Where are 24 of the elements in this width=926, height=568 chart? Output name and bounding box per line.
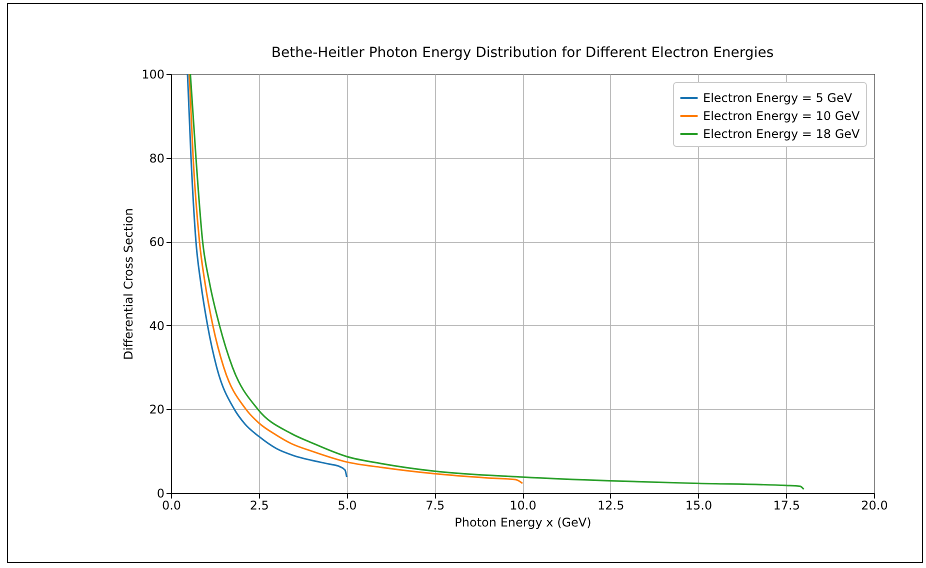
x-tick-label: 20.0 bbox=[861, 498, 888, 512]
x-tick-label: 2.5 bbox=[250, 498, 269, 512]
y-tick-label: 0 bbox=[156, 486, 164, 500]
line-series bbox=[188, 74, 524, 484]
legend-label: Electron Energy = 10 GeV bbox=[703, 109, 860, 123]
y-tick-label: 80 bbox=[149, 151, 164, 166]
y-tick-label: 20 bbox=[149, 402, 164, 417]
x-tick-label: 0.0 bbox=[162, 498, 182, 512]
line-series bbox=[190, 74, 804, 490]
x-tick-label: 7.5 bbox=[426, 498, 445, 512]
chart-title: Bethe-Heitler Photon Energy Distribution for Different Electron Energies bbox=[271, 45, 774, 61]
x-axis-title: Photon Energy x (GeV) bbox=[454, 516, 592, 530]
line-series bbox=[186, 74, 348, 478]
x-tick-label: 10.0 bbox=[510, 498, 536, 512]
x-tick-label: 5.0 bbox=[338, 498, 357, 512]
legend-label: Electron Energy = 18 GeV bbox=[703, 127, 860, 141]
x-tick-label: 15.0 bbox=[685, 498, 712, 512]
y-tick-label: 60 bbox=[149, 235, 164, 250]
y-axis-title: Differential Cross Section bbox=[122, 208, 136, 360]
legend-label: Electron Energy = 5 GeV bbox=[703, 91, 853, 105]
x-tick-label: 12.5 bbox=[598, 498, 624, 512]
y-tick-label: 40 bbox=[149, 318, 164, 333]
x-tick-label: 17.5 bbox=[773, 498, 800, 512]
y-tick-label: 100 bbox=[142, 68, 164, 82]
